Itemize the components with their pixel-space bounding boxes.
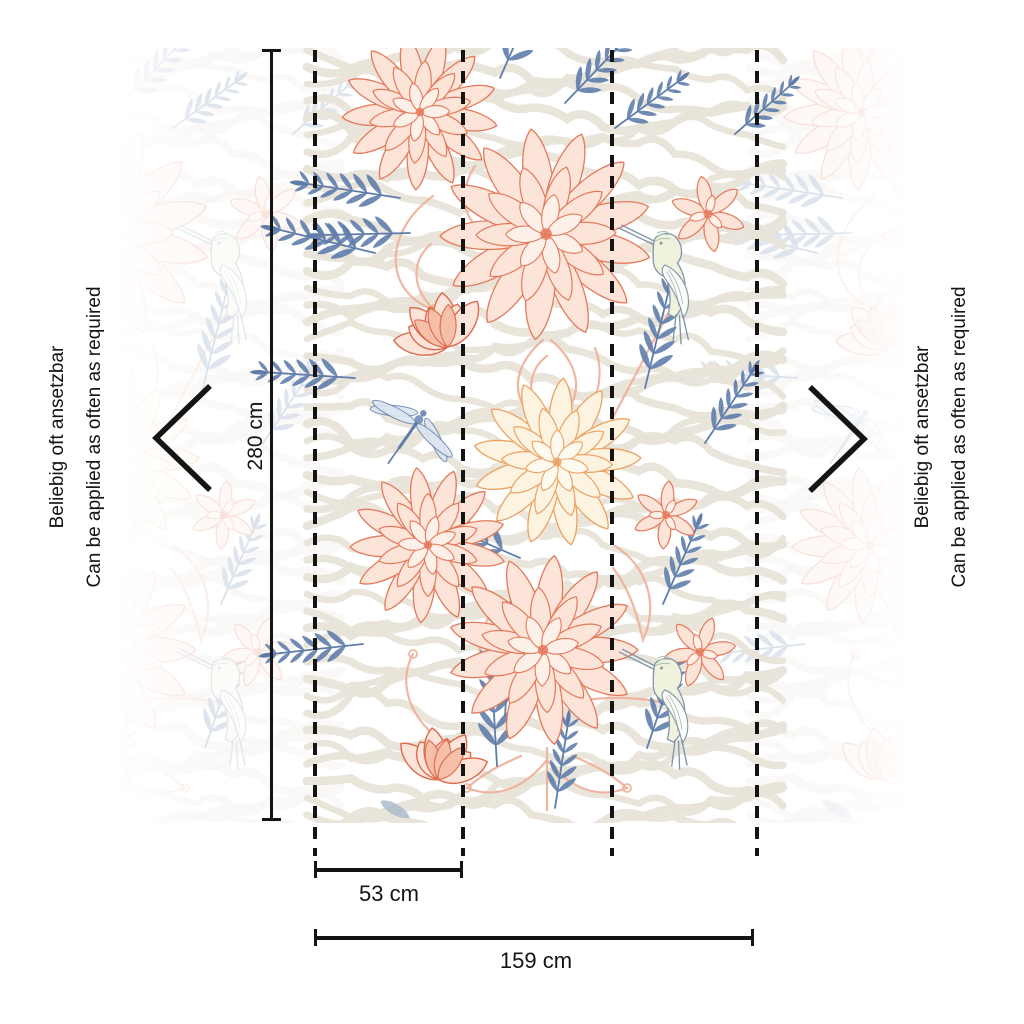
panel-seam-line-4 (755, 50, 759, 856)
right-caption-line-de: Beliebig oft ansetzbar (912, 345, 933, 529)
total-width-cap-left (314, 929, 317, 946)
left-caption-line-de: Beliebig oft ansetzbar (47, 345, 68, 529)
total-width-label: 159 cm (499, 948, 573, 973)
height-dimension-label: 280 cm (244, 401, 267, 471)
height-dimension-line (270, 50, 273, 821)
height-dimension-cap-bottom (262, 818, 281, 821)
total-width-cap-right (751, 929, 754, 946)
panel-width-dimension-line (317, 868, 461, 872)
panel-seam-line-1 (313, 50, 317, 856)
right-caption-line-en: Can be applied as often as required (949, 286, 970, 588)
total-width-dimension-line (317, 936, 754, 940)
chevron-right-icon[interactable] (804, 382, 872, 496)
right-repeat-caption: Beliebig oft ansetzbar Can be applied as… (904, 286, 978, 587)
left-repeat-caption: Beliebig oft ansetzbar Can be applied as… (39, 286, 113, 587)
left-caption-line-en: Can be applied as often as required (84, 286, 105, 588)
wallpaper-preview (112, 48, 915, 823)
height-dimension-cap-top (262, 49, 281, 52)
panel-seam-line-3 (610, 50, 614, 856)
panel-width-cap-left (314, 861, 317, 878)
panel-seam-line-2 (461, 50, 465, 856)
wallpaper-tile-right-repeat (691, 48, 915, 823)
wallpaper-pattern-art (112, 48, 915, 823)
panel-width-cap-right (460, 861, 463, 878)
wallpaper-tile-center (249, 48, 802, 823)
panel-width-label: 53 cm (359, 881, 419, 906)
chevron-left-icon[interactable] (148, 381, 216, 495)
